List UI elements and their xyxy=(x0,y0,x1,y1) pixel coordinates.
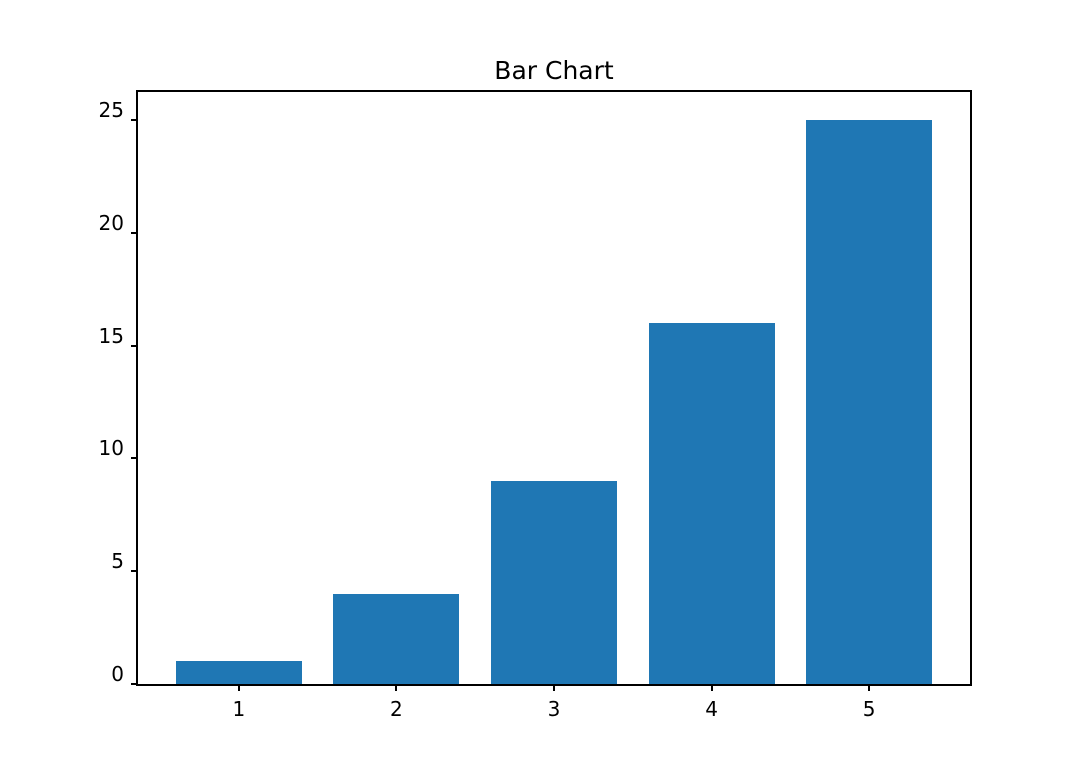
x-axis-tick-label: 4 xyxy=(705,697,718,721)
y-axis-tick xyxy=(131,570,138,573)
bar-x1 xyxy=(175,661,302,684)
x-axis-tick-label: 3 xyxy=(547,697,561,721)
bar-x2 xyxy=(333,593,460,684)
plot-inner: 0 5 10 15 20 25 1 2 3 4 5 xyxy=(99,92,970,721)
y-axis-tick xyxy=(131,457,138,460)
y-axis-tick xyxy=(131,344,138,347)
bar-x4 xyxy=(648,323,775,684)
y-axis-tick xyxy=(131,119,138,122)
y-axis-tick-label: 0 xyxy=(111,662,124,686)
x-axis-tick-label: 1 xyxy=(232,697,246,721)
x-axis-tick-label: 2 xyxy=(390,697,403,721)
x-axis-tick xyxy=(710,684,713,691)
bar-x3 xyxy=(490,481,618,684)
plot-area: 0 5 10 15 20 25 1 2 3 4 5 xyxy=(99,90,972,721)
x-axis-tick xyxy=(237,684,240,691)
chart-title: Bar Chart xyxy=(494,56,614,85)
x-axis-tick xyxy=(395,684,398,691)
y-axis-tick xyxy=(131,231,138,234)
x-axis-tick xyxy=(868,684,871,691)
y-axis-tick xyxy=(131,683,138,685)
y-axis-tick-label: 25 xyxy=(98,98,124,123)
x-axis-tick-label: 5 xyxy=(862,697,876,721)
bar-x5 xyxy=(806,120,933,684)
x-axis-tick xyxy=(553,684,555,691)
y-axis-tick-label: 15 xyxy=(98,323,124,348)
y-axis-tick-label: 10 xyxy=(98,436,124,461)
y-axis-tick-label: 5 xyxy=(111,549,124,574)
y-axis-tick-label: 20 xyxy=(98,210,124,235)
